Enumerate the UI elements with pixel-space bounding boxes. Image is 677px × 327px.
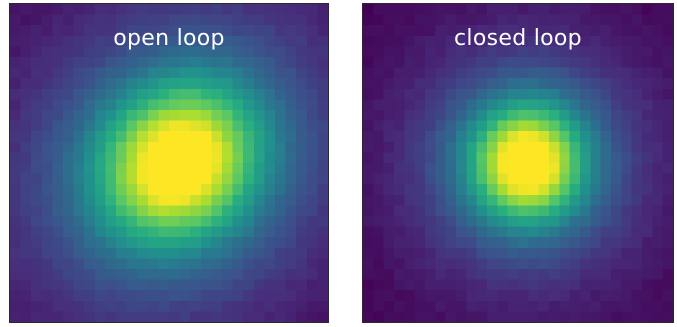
closed-loop-label: closed loop (454, 26, 582, 51)
closed-loop-image-panel: closed loop (362, 3, 674, 323)
closed-loop-heatmap (363, 4, 673, 322)
open-loop-label: open loop (113, 26, 225, 51)
open-loop-image-panel: open loop (9, 3, 329, 323)
open-loop-heatmap (10, 4, 328, 322)
